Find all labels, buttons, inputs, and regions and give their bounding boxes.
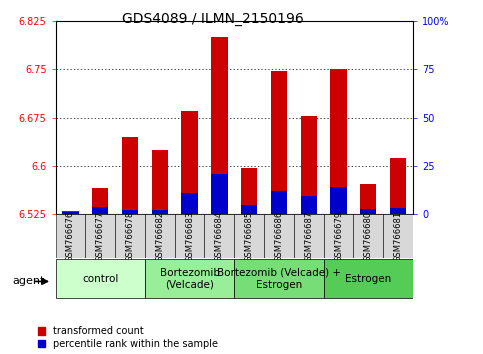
Bar [241, 168, 257, 214]
Bar [390, 209, 406, 214]
Text: GSM766681: GSM766681 [394, 211, 402, 262]
Bar [85, 214, 115, 258]
Bar [330, 187, 347, 214]
Text: GDS4089 / ILMN_2150196: GDS4089 / ILMN_2150196 [122, 12, 303, 27]
Bar [383, 214, 413, 258]
Bar [300, 116, 317, 214]
Text: Estrogen: Estrogen [345, 274, 391, 284]
Bar [56, 214, 85, 258]
Bar [62, 211, 79, 214]
Text: agent: agent [12, 276, 44, 286]
Bar [324, 259, 413, 298]
Bar [92, 188, 108, 214]
Bar [354, 214, 383, 258]
Bar [92, 207, 108, 214]
Bar [62, 212, 79, 214]
Text: GSM766676: GSM766676 [66, 211, 75, 262]
Text: GSM766682: GSM766682 [156, 211, 164, 262]
Text: GSM766685: GSM766685 [245, 211, 254, 262]
Bar [390, 158, 406, 214]
Bar [330, 69, 347, 214]
Text: Bortezomib
(Velcade): Bortezomib (Velcade) [159, 268, 220, 290]
Bar [175, 214, 204, 258]
Text: Bortezomib (Velcade) +
Estrogen: Bortezomib (Velcade) + Estrogen [217, 268, 341, 290]
Bar [145, 214, 175, 258]
Text: GSM766687: GSM766687 [304, 211, 313, 262]
Bar [294, 214, 324, 258]
Bar [271, 191, 287, 214]
Bar [360, 184, 376, 214]
Text: GSM766684: GSM766684 [215, 211, 224, 262]
Bar [115, 214, 145, 258]
Bar [360, 209, 376, 214]
Bar [234, 214, 264, 258]
Text: GSM766683: GSM766683 [185, 211, 194, 262]
Bar [56, 259, 145, 298]
Bar [324, 214, 354, 258]
Bar [152, 210, 168, 214]
Text: GSM766686: GSM766686 [274, 211, 284, 262]
Bar [122, 210, 138, 214]
Bar [241, 205, 257, 214]
Bar [211, 174, 227, 214]
Bar [152, 150, 168, 214]
Bar [145, 259, 234, 298]
Text: GSM766678: GSM766678 [126, 211, 134, 262]
Text: GSM766680: GSM766680 [364, 211, 373, 262]
Legend: transformed count, percentile rank within the sample: transformed count, percentile rank withi… [38, 326, 218, 349]
Bar [122, 137, 138, 214]
Bar [234, 259, 324, 298]
Text: control: control [82, 274, 118, 284]
Text: GSM766679: GSM766679 [334, 211, 343, 262]
Bar [271, 71, 287, 214]
Bar [264, 214, 294, 258]
Text: GSM766677: GSM766677 [96, 211, 105, 262]
Bar [204, 214, 234, 258]
Bar [300, 196, 317, 214]
Bar [182, 193, 198, 214]
Bar [182, 111, 198, 214]
Bar [211, 37, 227, 214]
